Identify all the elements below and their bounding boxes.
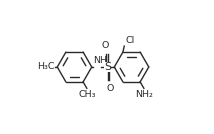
- Text: NH: NH: [93, 56, 107, 65]
- Text: O: O: [106, 84, 113, 93]
- Text: H₃C: H₃C: [37, 62, 54, 71]
- Text: Cl: Cl: [126, 36, 135, 45]
- Text: O: O: [102, 41, 109, 50]
- Text: CH₃: CH₃: [78, 90, 96, 99]
- Text: S: S: [104, 62, 111, 72]
- Text: NH₂: NH₂: [135, 90, 153, 99]
